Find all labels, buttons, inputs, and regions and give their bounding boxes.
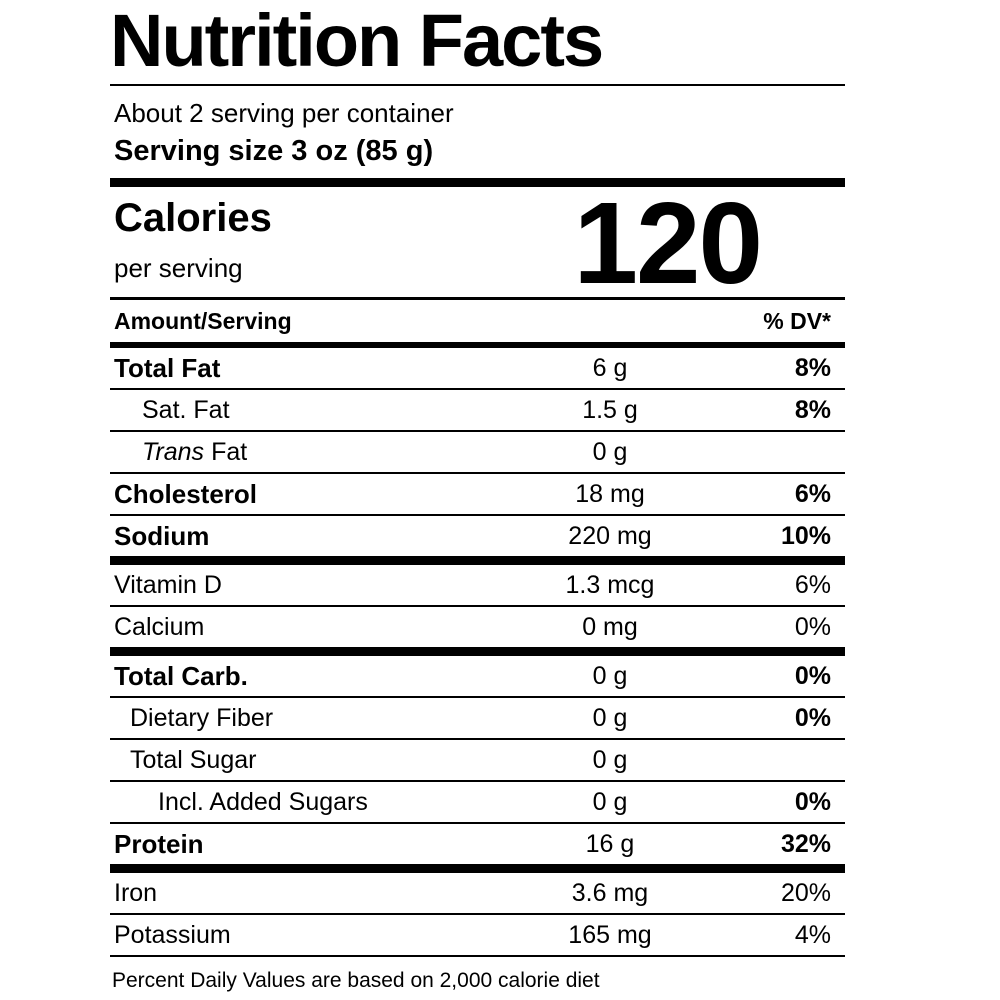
nutrient-amount: 6 g	[592, 353, 628, 382]
nutrient-amount: 0 g	[592, 787, 628, 816]
nutrient-amount: 0 g	[592, 745, 628, 774]
servings-per-container: About 2 serving per container	[114, 98, 454, 128]
nutrient-amount: 165 mg	[568, 920, 652, 949]
nutrient-dv: 4%	[794, 920, 831, 949]
nutrient-amount: 0 g	[592, 661, 628, 690]
nutrient-row-protein: Protein 16 g 32%	[110, 822, 845, 864]
nutrient-dv: 0%	[794, 787, 831, 816]
nutrient-amount: 0 g	[592, 437, 628, 466]
nutrient-row-iron: Iron 3.6 mg 20%	[110, 864, 845, 913]
nutrient-amount: 3.6 mg	[571, 878, 649, 907]
nutrient-dv: 32%	[780, 829, 831, 858]
calories-value: 120	[573, 178, 763, 308]
nutrition-label: Nutrition Facts About 2 serving per cont…	[110, 0, 845, 993]
nutrient-dv: 20%	[780, 878, 831, 907]
footnote: Percent Daily Values are based on 2,000 …	[112, 969, 600, 992]
nutrient-dv: 6%	[794, 479, 831, 508]
nutrient-name: Vitamin D	[114, 570, 222, 599]
column-header-amount: Amount/Serving	[114, 307, 292, 334]
nutrient-row-added-sugars: Incl. Added Sugars 0 g 0%	[110, 780, 845, 822]
nutrient-name: Sat. Fat	[142, 395, 230, 424]
nutrient-name: Potassium	[114, 920, 231, 949]
nutrient-name: Incl. Added Sugars	[158, 787, 368, 816]
nutrient-row-dietary-fiber: Dietary Fiber 0 g 0%	[110, 696, 845, 738]
nutrient-row-sat-fat: Sat. Fat 1.5 g 8%	[110, 388, 845, 430]
nutrient-name: Calcium	[114, 612, 205, 641]
calories-label: Calories	[114, 196, 272, 240]
nutrient-name-italic: Trans	[142, 437, 205, 466]
calories-subtext: per serving	[114, 253, 243, 283]
calories-left: Calories per serving	[110, 193, 573, 293]
nutrient-row-total-fat: Total Fat 6 g 8%	[110, 348, 845, 388]
nutrient-amount: 220 mg	[568, 521, 652, 550]
nutrient-dv: 6%	[794, 570, 831, 599]
nutrient-dv: 8%	[794, 353, 831, 382]
nutrient-name: Trans Fat	[110, 438, 490, 467]
serving-size: Serving size 3 oz (85 g)	[114, 135, 434, 167]
nutrient-dv: 10%	[780, 521, 831, 550]
nutrient-dv: 0%	[794, 703, 831, 732]
nutrient-amount: 0 g	[592, 703, 628, 732]
nutrient-name: Protein	[114, 828, 204, 859]
nutrient-name: Cholesterol	[114, 478, 258, 509]
nutrient-row-vitamin-d: Vitamin D 1.3 mcg 6%	[110, 556, 845, 605]
nutrient-name: Total Fat	[114, 352, 221, 383]
nutrient-amount: 1.3 mcg	[565, 570, 655, 599]
nutrient-row-calcium: Calcium 0 mg 0%	[110, 605, 845, 647]
nutrient-name: Sodium	[114, 520, 210, 551]
nutrient-row-total-sugar: Total Sugar 0 g	[110, 738, 845, 780]
nutrient-dv: 0%	[794, 612, 831, 641]
calories-section: Calories per serving 120	[110, 178, 845, 308]
nutrient-row-sodium: Sodium 220 mg 10%	[110, 514, 845, 556]
nutrient-amount: 1.5 g	[582, 395, 638, 424]
nutrient-name: Total Carb.	[114, 660, 248, 691]
nutrient-dv: 0%	[794, 661, 831, 690]
title-divider	[110, 84, 845, 86]
serving-size-divider	[110, 178, 845, 187]
label-title: Nutrition Facts	[110, 0, 604, 82]
nutrient-amount: 16 g	[585, 829, 635, 858]
nutrient-amount: 0 mg	[582, 612, 638, 641]
nutrient-amount: 18 mg	[575, 479, 645, 508]
nutrient-name: Total Sugar	[130, 745, 257, 774]
nutrient-name-rest: Fat	[211, 437, 248, 466]
nutrient-name: Iron	[114, 878, 158, 907]
nutrient-row-potassium: Potassium 165 mg 4%	[110, 913, 845, 955]
nutrient-rows: Total Fat 6 g 8% Sat. Fat 1.5 g 8% Trans…	[110, 348, 845, 957]
nutrient-row-trans-fat: Trans Fat 0 g	[110, 430, 845, 472]
nutrient-row-total-carb: Total Carb. 0 g 0%	[110, 647, 845, 696]
table-column-header: Amount/Serving % DV*	[110, 300, 845, 348]
nutrient-dv: 8%	[794, 395, 831, 424]
nutrient-name: Dietary Fiber	[130, 703, 274, 732]
nutrient-row-cholesterol: Cholesterol 18 mg 6%	[110, 472, 845, 514]
column-header-dv: % DV*	[763, 307, 831, 334]
